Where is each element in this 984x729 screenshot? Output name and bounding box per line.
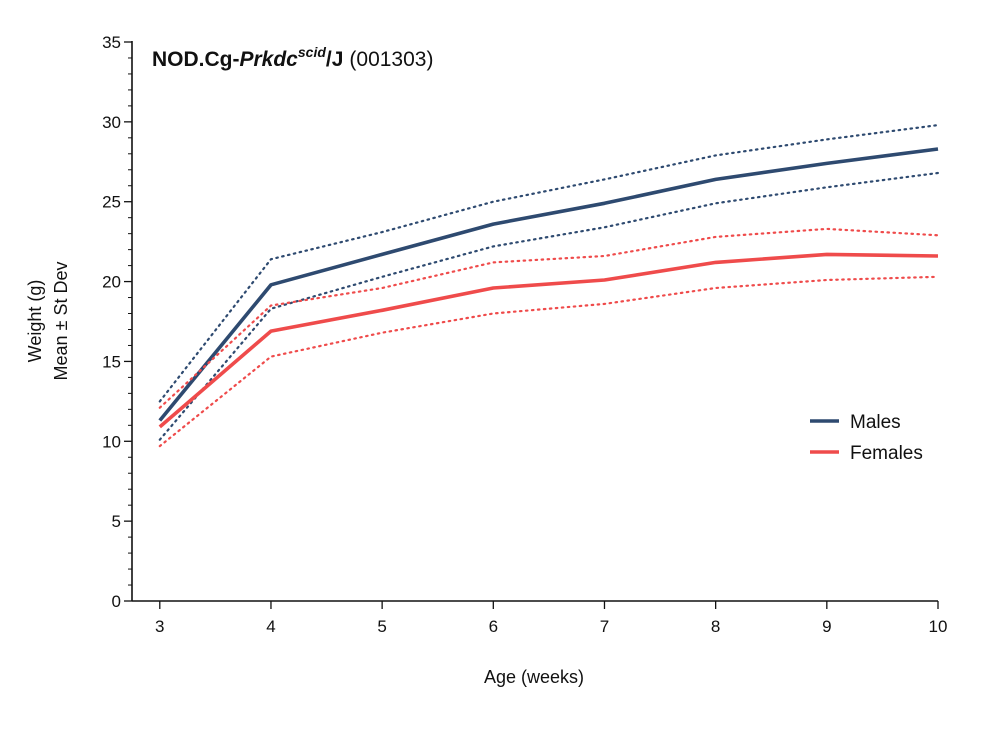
x-tick-label: 8 <box>711 617 720 636</box>
y-tick-label: 15 <box>102 352 121 371</box>
y-tick-label: 35 <box>102 33 121 52</box>
title-suffix: /J <box>326 48 344 71</box>
x-tick-label: 6 <box>489 617 498 636</box>
x-tick-label: 10 <box>929 617 948 636</box>
y-tick-label: 25 <box>102 193 121 212</box>
x-tick-label: 5 <box>377 617 386 636</box>
title-gene: Prkdc <box>240 48 299 71</box>
x-tick-label: 4 <box>266 617 275 636</box>
title-stock-number: (001303) <box>349 48 433 71</box>
y-tick-label: 5 <box>112 512 121 531</box>
series-females <box>158 227 940 448</box>
title-allele-superscript: scid <box>298 44 326 60</box>
y-axis-title-line1: Weight (g) <box>25 280 45 363</box>
series-females-upper-sd-line <box>158 227 940 409</box>
y-tick-label: 30 <box>102 113 121 132</box>
title-prefix: NOD.Cg- <box>152 48 240 71</box>
legend-label-males: Males <box>850 412 901 433</box>
x-tick-label: 7 <box>600 617 609 636</box>
chart-title: NOD.Cg-Prkdcscid/J (001303) <box>152 44 433 71</box>
x-axis-title: Age (weeks) <box>484 667 584 687</box>
legend-item-males: Males <box>810 412 901 433</box>
series-males-mean-line <box>158 147 939 422</box>
y-tick-label: 20 <box>102 273 121 292</box>
x-tick-label: 3 <box>155 617 164 636</box>
series-females-lower-sd-line <box>158 275 940 448</box>
axes: 0 5 10 15 20 25 30 35 3 4 5 6 7 8 9 10 <box>102 33 947 636</box>
series-layer <box>158 123 940 448</box>
series-males-upper-sd-line <box>158 123 940 403</box>
series-females-mean-line <box>158 252 939 429</box>
legend: Males Females <box>810 412 923 464</box>
y-tick-label: 10 <box>102 432 121 451</box>
y-axis-title-line2: Mean ± St Dev <box>51 262 71 381</box>
legend-label-females: Females <box>850 443 923 464</box>
legend-item-females: Females <box>810 443 923 464</box>
y-tick-label: 0 <box>112 592 121 611</box>
x-tick-label: 9 <box>822 617 831 636</box>
